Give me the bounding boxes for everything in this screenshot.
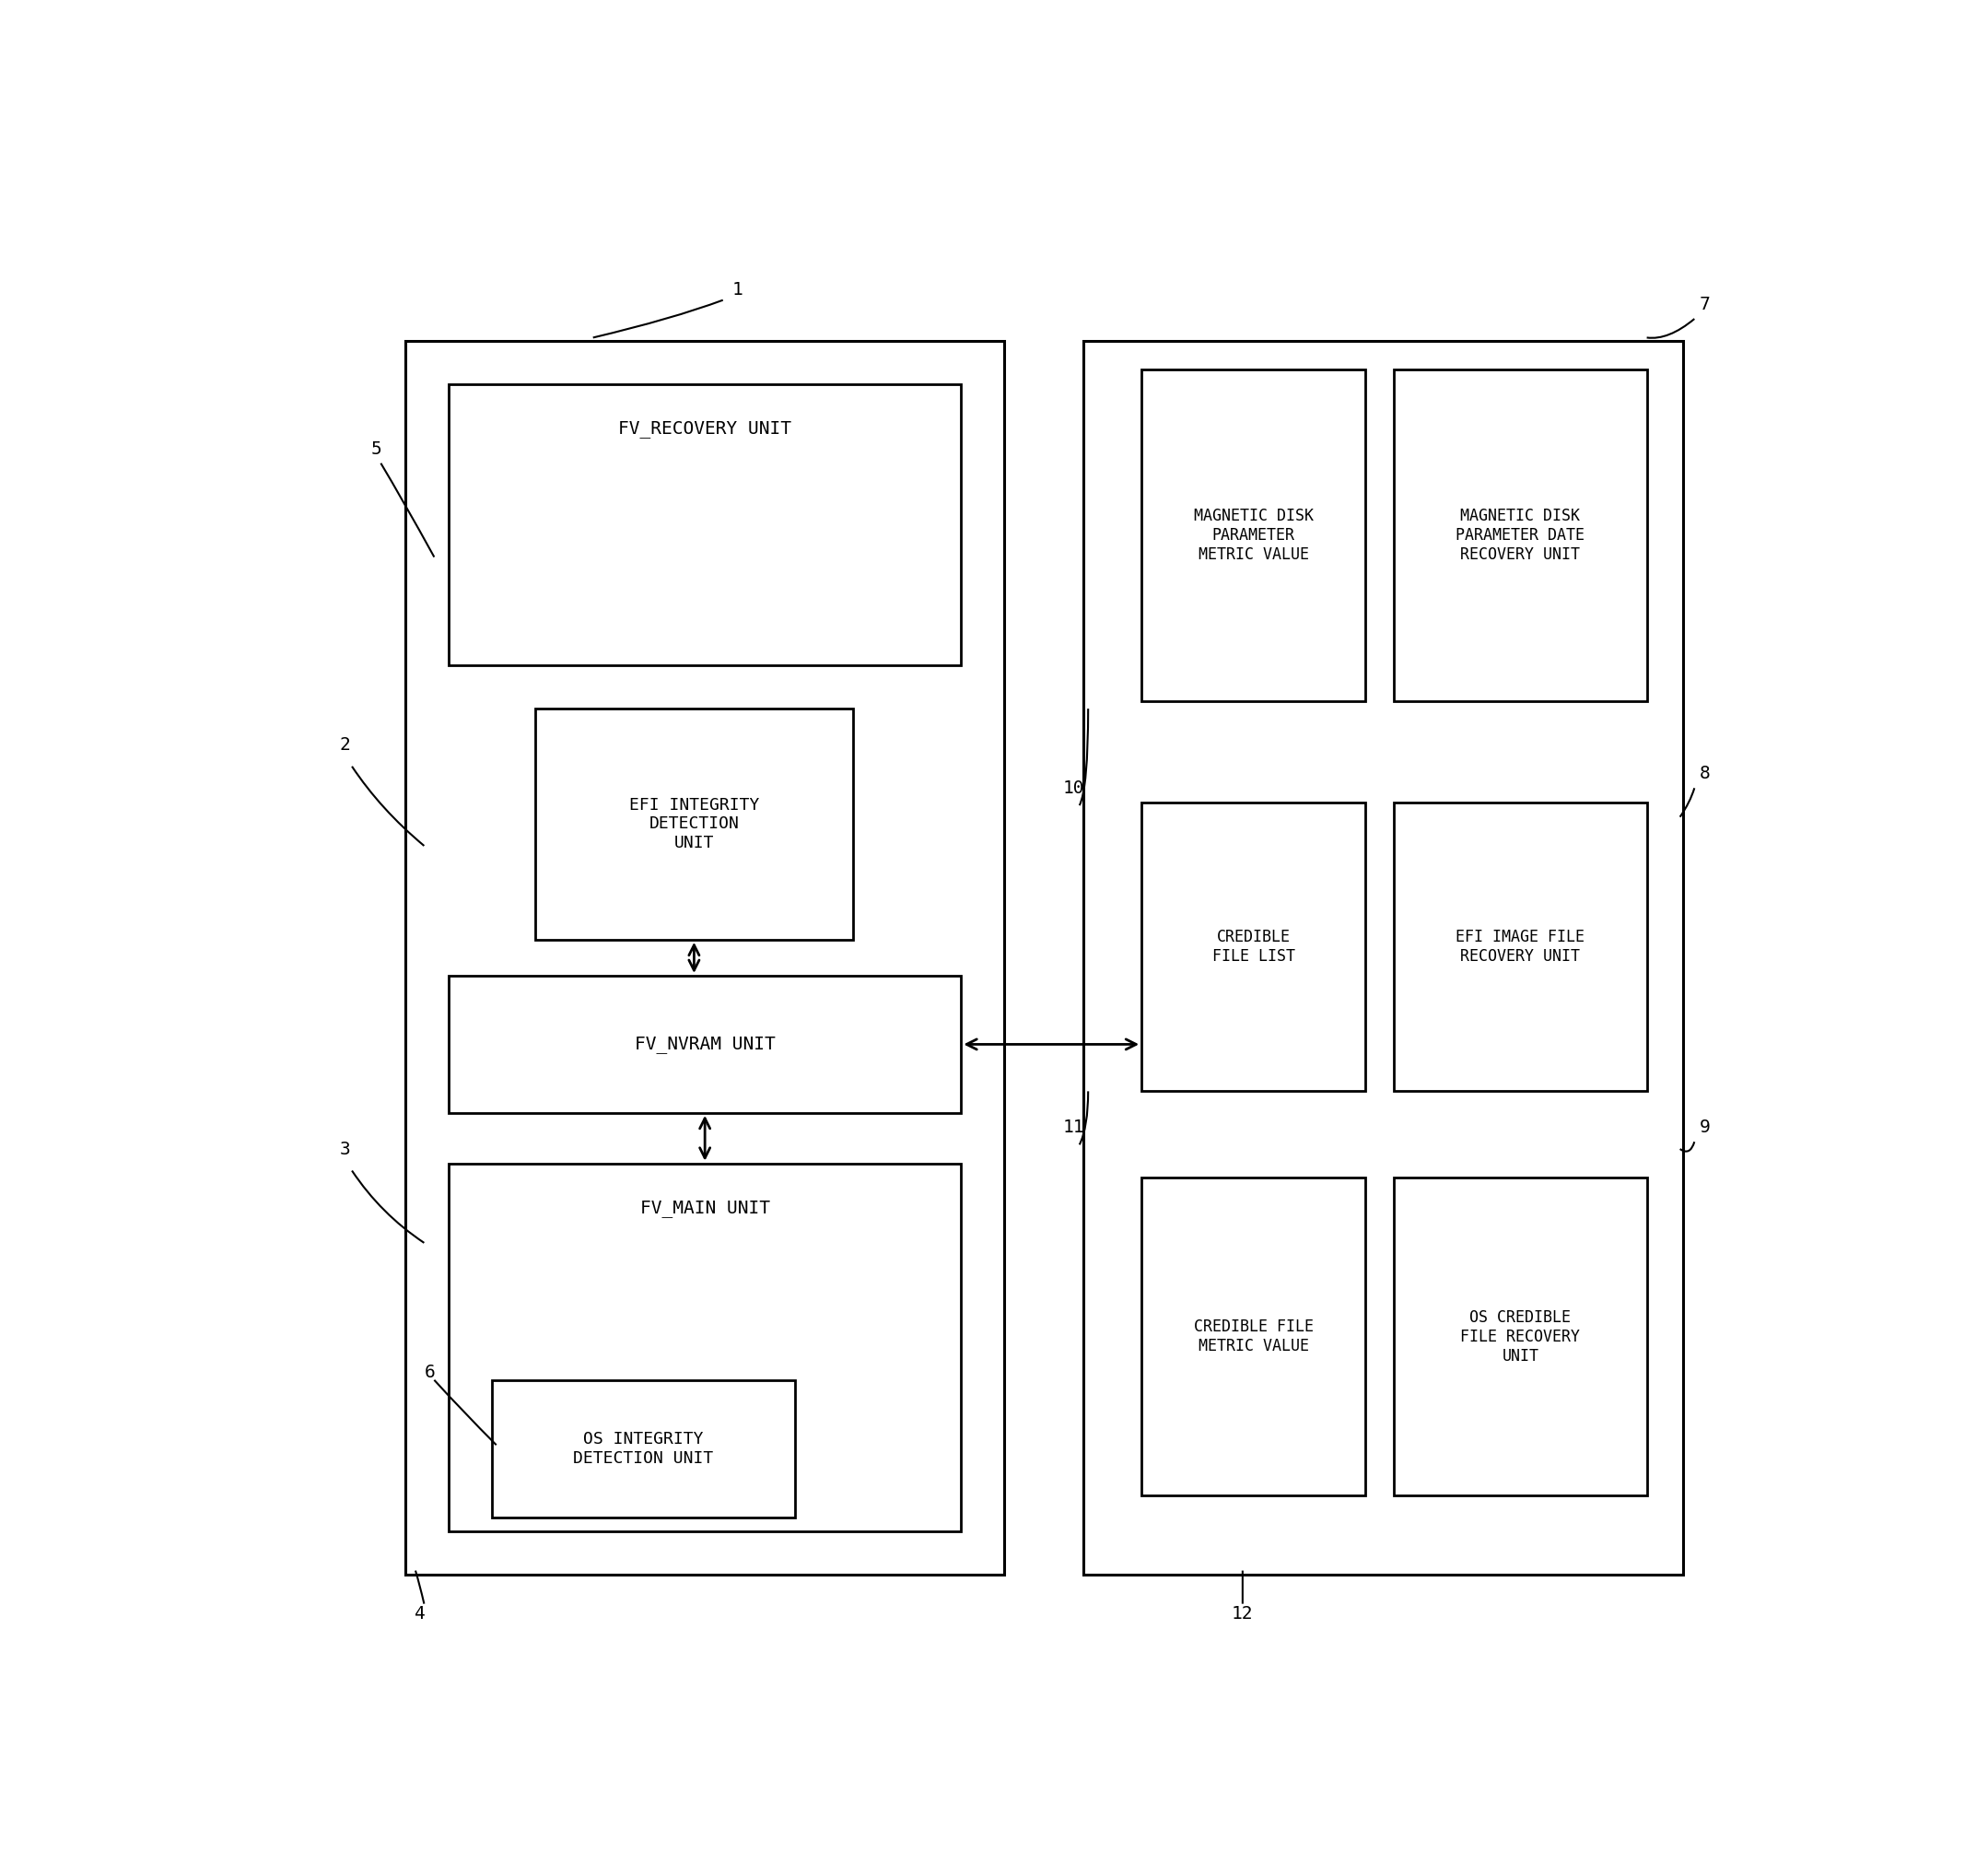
Text: 8: 8 [1700, 765, 1710, 782]
Text: 7: 7 [1700, 296, 1710, 313]
Text: 11: 11 [1064, 1119, 1085, 1136]
Bar [1394, 369, 1646, 701]
Text: FV_RECOVERY UNIT: FV_RECOVERY UNIT [618, 420, 791, 437]
Bar [1083, 341, 1684, 1575]
Bar [449, 1162, 960, 1532]
Text: 3: 3 [340, 1140, 350, 1157]
Text: 2: 2 [340, 737, 350, 754]
Text: FV_MAIN UNIT: FV_MAIN UNIT [640, 1200, 769, 1217]
Text: 1: 1 [732, 281, 744, 298]
Text: 6: 6 [425, 1363, 435, 1382]
Text: EFI IMAGE FILE
RECOVERY UNIT: EFI IMAGE FILE RECOVERY UNIT [1455, 928, 1584, 966]
Text: 10: 10 [1064, 780, 1085, 797]
Text: OS INTEGRITY
DETECTION UNIT: OS INTEGRITY DETECTION UNIT [573, 1431, 714, 1466]
Text: CREDIBLE FILE
METRIC VALUE: CREDIBLE FILE METRIC VALUE [1193, 1318, 1314, 1354]
Bar [491, 1380, 795, 1517]
Bar [1141, 369, 1366, 701]
Text: FV_NVRAM UNIT: FV_NVRAM UNIT [634, 1035, 775, 1054]
Bar [1141, 802, 1366, 1091]
Bar [449, 384, 960, 666]
Text: 4: 4 [414, 1605, 425, 1622]
Bar [449, 975, 960, 1114]
Bar [1394, 1178, 1646, 1496]
Text: MAGNETIC DISK
PARAMETER DATE
RECOVERY UNIT: MAGNETIC DISK PARAMETER DATE RECOVERY UN… [1455, 508, 1584, 562]
Text: MAGNETIC DISK
PARAMETER
METRIC VALUE: MAGNETIC DISK PARAMETER METRIC VALUE [1193, 508, 1314, 562]
Text: 5: 5 [372, 441, 382, 458]
Text: CREDIBLE
FILE LIST: CREDIBLE FILE LIST [1213, 928, 1294, 966]
Bar [1141, 1178, 1366, 1496]
Bar [535, 709, 853, 939]
Bar [1394, 802, 1646, 1091]
Text: 9: 9 [1700, 1119, 1710, 1136]
Text: 12: 12 [1233, 1605, 1252, 1622]
Bar [406, 341, 1004, 1575]
Text: OS CREDIBLE
FILE RECOVERY
UNIT: OS CREDIBLE FILE RECOVERY UNIT [1461, 1309, 1580, 1365]
Text: EFI INTEGRITY
DETECTION
UNIT: EFI INTEGRITY DETECTION UNIT [628, 797, 759, 851]
